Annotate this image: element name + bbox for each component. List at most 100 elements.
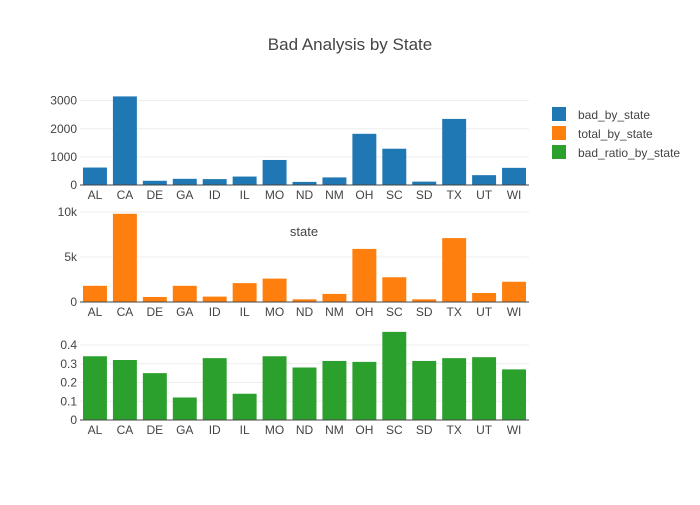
x-tick-label: CA (117, 305, 134, 319)
x-tick-label: IL (240, 423, 250, 437)
bar-bad_by_state-SD[interactable] (412, 181, 437, 185)
bar-total_by_state-TX[interactable] (442, 238, 467, 302)
x-tick-label: NM (325, 305, 344, 319)
bar-total_by_state-IL[interactable] (232, 283, 257, 302)
bar-total_by_state-NM[interactable] (322, 293, 347, 302)
x-tick-label: OH (355, 188, 373, 202)
legend-swatch (552, 126, 566, 140)
bar-total_by_state-SD[interactable] (412, 299, 437, 302)
x-tick-label: SC (386, 305, 403, 319)
bar-bad_ratio_by_state-WI[interactable] (502, 369, 527, 420)
x-tick-label: DE (146, 188, 163, 202)
chart-annotation: state (290, 224, 318, 239)
x-tick-label: UT (476, 188, 493, 202)
bar-bad_by_state-ID[interactable] (202, 179, 227, 185)
bar-bad_ratio_by_state-AL[interactable] (82, 356, 107, 420)
y-tick-label: 0.4 (60, 338, 77, 352)
bar-bad_ratio_by_state-MO[interactable] (262, 356, 287, 420)
bar-total_by_state-GA[interactable] (172, 285, 197, 302)
x-tick-label: WI (507, 305, 522, 319)
x-tick-label: ID (209, 423, 221, 437)
y-tick-label: 5k (64, 250, 78, 264)
x-tick-label: NM (325, 188, 344, 202)
x-tick-label: GA (176, 305, 193, 319)
x-tick-label: IL (240, 305, 250, 319)
bar-bad_by_state-GA[interactable] (172, 178, 197, 185)
x-tick-label: AL (88, 423, 103, 437)
bar-bad_ratio_by_state-OH[interactable] (352, 361, 377, 420)
x-tick-label: TX (446, 423, 461, 437)
bar-total_by_state-ND[interactable] (292, 299, 317, 302)
x-tick-label: OH (355, 305, 373, 319)
bar-total_by_state-MO[interactable] (262, 278, 287, 302)
x-tick-label: AL (88, 188, 103, 202)
bar-bad_by_state-NM[interactable] (322, 177, 347, 185)
y-tick-label: 2000 (50, 122, 77, 136)
x-tick-label: TX (446, 305, 461, 319)
bar-bad_by_state-OH[interactable] (352, 133, 377, 185)
bar-total_by_state-CA[interactable] (112, 213, 137, 302)
x-tick-label: MO (265, 188, 284, 202)
legend-swatch (552, 145, 566, 159)
x-tick-label: MO (265, 423, 284, 437)
x-tick-label: WI (507, 423, 522, 437)
x-tick-label: GA (176, 188, 193, 202)
bar-bad_ratio_by_state-SD[interactable] (412, 360, 437, 420)
legend[interactable]: bad_by_state total_by_state bad_ratio_by_s… (552, 107, 680, 160)
bar-bad_by_state-CA[interactable] (112, 96, 137, 185)
legend-label: bad_ratio_by_state (578, 146, 680, 160)
bar-bad_by_state-UT[interactable] (472, 175, 497, 185)
legend-swatch (552, 107, 566, 121)
bar-bad_ratio_by_state-NM[interactable] (322, 360, 347, 420)
bar-total_by_state-WI[interactable] (502, 281, 527, 302)
bar-bad_ratio_by_state-DE[interactable] (142, 373, 167, 420)
bar-total_by_state-SC[interactable] (382, 277, 407, 302)
bar-bad_ratio_by_state-IL[interactable] (232, 393, 257, 420)
x-tick-label: ID (209, 305, 221, 319)
x-tick-label: MO (265, 305, 284, 319)
x-tick-label: DE (146, 423, 163, 437)
subplots: 0 1000 2000 3000 AL CA DE GA ID IL MO ND NM OH SC SD TX U… (50, 94, 529, 437)
bar-bad_ratio_by_state-SC[interactable] (382, 331, 407, 420)
bar-total_by_state-UT[interactable] (472, 293, 497, 302)
legend-item-bad_ratio_by_state[interactable]: bad_ratio_by_state (552, 145, 680, 160)
bar-bad_by_state-IL[interactable] (232, 176, 257, 185)
subplot-bad_by_state: 0 1000 2000 3000 AL CA DE GA ID IL MO ND NM OH SC SD TX U… (50, 94, 529, 202)
bar-bad_ratio_by_state-ND[interactable] (292, 367, 317, 421)
chart-title: Bad Analysis by State (268, 35, 432, 54)
bar-total_by_state-AL[interactable] (82, 285, 107, 302)
x-tick-label: ND (296, 305, 314, 319)
bar-bad_ratio_by_state-CA[interactable] (112, 360, 137, 420)
bar-bad_by_state-SC[interactable] (382, 148, 407, 185)
x-tick-label: AL (88, 305, 103, 319)
y-tick-label: 0.1 (60, 394, 77, 408)
legend-item-total_by_state[interactable]: total_by_state (552, 126, 653, 141)
x-tick-label: SC (386, 423, 403, 437)
x-tick-label: SD (416, 423, 433, 437)
bar-total_by_state-DE[interactable] (142, 296, 167, 302)
bar-total_by_state-ID[interactable] (202, 296, 227, 302)
x-tick-label: CA (117, 188, 134, 202)
bar-bad_by_state-AL[interactable] (82, 167, 107, 185)
bar-bad_ratio_by_state-UT[interactable] (472, 357, 497, 420)
bar-bad_ratio_by_state-GA[interactable] (172, 397, 197, 421)
bar-bad_ratio_by_state-ID[interactable] (202, 358, 227, 420)
bar-bad_ratio_by_state-TX[interactable] (442, 358, 467, 420)
x-tick-label: NM (325, 423, 344, 437)
y-tick-label: 0 (70, 413, 77, 427)
legend-item-bad_by_state[interactable]: bad_by_state (552, 107, 650, 122)
bar-bad_by_state-WI[interactable] (502, 167, 527, 185)
bar-bad_by_state-DE[interactable] (142, 180, 167, 185)
x-tick-label: SC (386, 188, 403, 202)
x-tick-label: SD (416, 305, 433, 319)
x-tick-label: UT (476, 423, 493, 437)
bar-bad_by_state-MO[interactable] (262, 159, 287, 185)
bar-bad_by_state-ND[interactable] (292, 181, 317, 185)
x-tick-label: ND (296, 188, 314, 202)
x-tick-label: SD (416, 188, 433, 202)
bar-bad_by_state-TX[interactable] (442, 118, 467, 185)
x-tick-label: ID (209, 188, 221, 202)
subplot-total_by_state: 0 5k 10k AL CA DE GA ID IL MO ND NM OH SC SD TX UT WI (58, 205, 529, 319)
y-tick-label: 0.2 (60, 376, 77, 390)
bar-total_by_state-OH[interactable] (352, 248, 377, 302)
